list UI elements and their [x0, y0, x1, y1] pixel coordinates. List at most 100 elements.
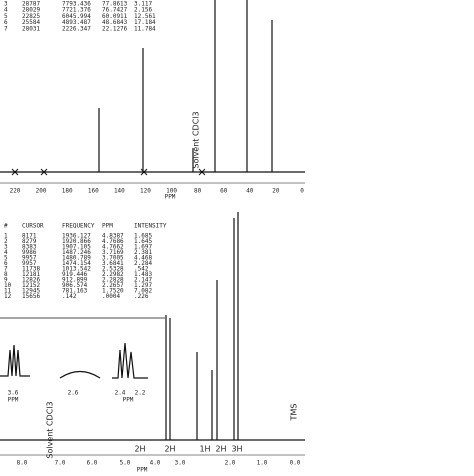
table-cell: 2.381 [134, 249, 152, 256]
axis-unit: PPM [137, 467, 148, 474]
table-cell: 12826 [22, 277, 40, 284]
table-cell: 2.2657 [102, 282, 124, 289]
integration: 2H [215, 445, 226, 454]
table-cell: 2.2982 [102, 271, 124, 278]
axis-label: 200 [36, 188, 47, 195]
table-cell: 12 [4, 293, 12, 300]
integration: 2H [164, 445, 175, 454]
table-cell: 6045.994 [62, 13, 91, 20]
inset-peaks [112, 342, 148, 379]
table-cell: 8279 [22, 238, 37, 245]
table-cell: 28029 [22, 7, 40, 14]
table-cell: 8171 [22, 233, 37, 240]
table-cell: 4.8387 [102, 233, 124, 240]
axis-label: 220 [10, 188, 21, 195]
table-cell: 1907.105 [62, 244, 91, 251]
table-cell: 4 [4, 7, 8, 14]
table-cell: 28031 [22, 25, 40, 32]
table-cell: 4.7662 [102, 244, 124, 251]
annotation: TMS [290, 404, 299, 422]
table-cell: 12945 [22, 288, 40, 295]
table-cell: 48.6843 [102, 19, 128, 26]
table-cell: 5 [4, 13, 8, 20]
axis-label: 5.0 [120, 460, 131, 467]
table-cell: 7 [4, 25, 8, 32]
table-cell: 8383 [22, 244, 37, 251]
table-cell: 76.7427 [102, 7, 128, 14]
table-cell: .142 [62, 293, 77, 300]
table-cell: 9957 [22, 260, 37, 267]
table-cell: 1.645 [134, 238, 152, 245]
table-cell: 1920.866 [62, 238, 91, 245]
table-cell: 2.284 [134, 260, 152, 267]
axis-label: 60 [220, 188, 228, 195]
table-cell: 60.0911 [102, 13, 128, 20]
axis-label: 140 [114, 188, 125, 195]
table-cell: .0004 [102, 293, 120, 300]
table-cell: 7721.376 [62, 7, 91, 14]
axis-label: 160 [88, 188, 99, 195]
axis-unit: PPM [165, 194, 176, 201]
table-cell: 12152 [22, 282, 40, 289]
axis-label: 0.0 [290, 460, 301, 467]
table-header: CURSOR [22, 223, 44, 230]
table-cell: .542 [134, 266, 149, 273]
axis-label: 7.0 [55, 460, 66, 467]
table-cell: 5 [4, 255, 8, 262]
table-cell: 2.147 [134, 277, 152, 284]
table-cell: 9986 [22, 249, 37, 256]
table-cell: 3.6841 [102, 260, 124, 267]
table-cell: 7793.436 [62, 1, 91, 8]
table-cell: 77.8613 [102, 1, 128, 8]
table-cell: 2.5328 [102, 266, 124, 273]
table-cell: 1.297 [134, 282, 152, 289]
table-cell: 1474.154 [62, 260, 91, 267]
table-cell: 3 [4, 244, 8, 251]
table-cell: 11738 [22, 266, 40, 273]
table-cell: 4 [4, 249, 8, 256]
axis-label: 3.0 [175, 460, 186, 467]
table-cell: 1.697 [134, 244, 152, 251]
table-cell: 12181 [22, 271, 40, 278]
table-cell: 1.483 [134, 271, 152, 278]
table-cell: 22.1276 [102, 25, 128, 32]
table-cell: 1487.246 [62, 249, 91, 256]
axis-label: 180 [62, 188, 73, 195]
inset-peaks [59, 370, 101, 379]
table-cell: 25584 [22, 19, 40, 26]
annotation: Solvent CDCl3 [192, 111, 201, 168]
table-cell: 3 [4, 1, 8, 8]
axis-label: 0 [300, 188, 304, 195]
table-cell: 15656 [22, 293, 40, 300]
table-cell: 919.446 [62, 271, 88, 278]
table-cell: 22825 [22, 13, 40, 20]
table-cell: 7 [4, 266, 8, 273]
table-cell: 6 [4, 260, 8, 267]
table-cell: 4893.487 [62, 19, 91, 26]
axis-label: 4.0 [150, 460, 161, 467]
inset-label: 2.2 [135, 390, 146, 397]
axis-label: 2.0 [225, 460, 236, 467]
table-cell: 28787 [22, 1, 40, 8]
integration: 2H [134, 445, 145, 454]
table-cell: 4.7686 [102, 238, 124, 245]
table-cell: 781.163 [62, 288, 88, 295]
table-header: # [4, 223, 8, 230]
inset-label: 2.4 [115, 390, 126, 397]
table-cell: 8 [4, 271, 8, 278]
axis-label: 80 [194, 188, 202, 195]
table-cell: 1013.542 [62, 266, 91, 273]
table-cell: 9 [4, 277, 8, 284]
table-cell: 1.685 [134, 233, 152, 240]
peaks [165, 212, 239, 440]
inset-unit: PPM [123, 397, 134, 404]
inset-unit: PPM [8, 397, 19, 404]
table-cell: 1.7520 [102, 288, 124, 295]
table-cell: 2.156 [134, 7, 152, 14]
axis-label: 40 [246, 188, 254, 195]
axis-label: 8.0 [17, 460, 28, 467]
table-cell: 1480.789 [62, 255, 91, 262]
inset-label: 2.6 [68, 390, 79, 397]
table-cell: 1 [4, 233, 8, 240]
